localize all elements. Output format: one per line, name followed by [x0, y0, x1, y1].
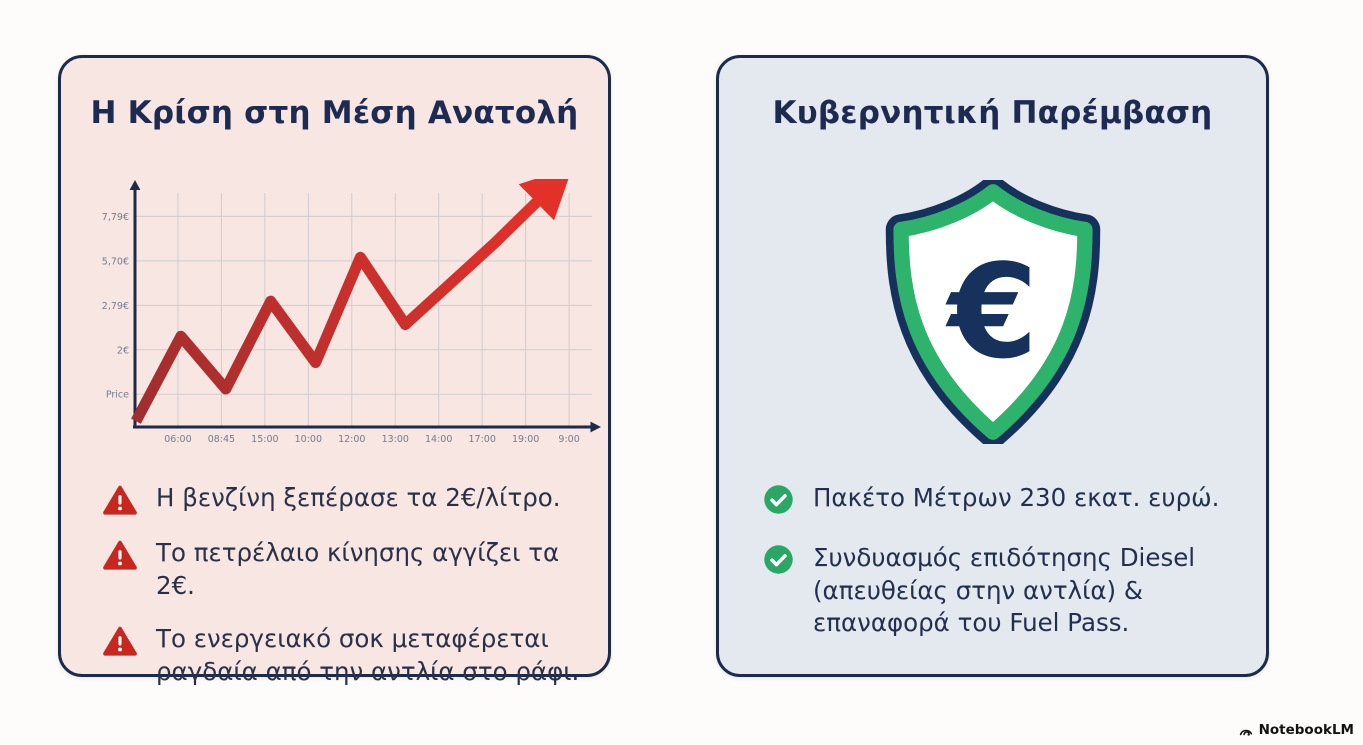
crisis-bullet-list: Η βενζίνη ξεπέρασε τα 2€/λίτρο. Το πετρέ… — [103, 482, 591, 709]
chart-tick-labels: 06:00 08:45 15:00 10:00 12:00 13:00 14:00 17:00… — [102, 212, 580, 445]
measures-bullet-list: Πακέτο Μέτρων 230 εκατ. ευρώ. Συνδυασμός… — [763, 482, 1241, 667]
chart-gridlines — [135, 193, 592, 427]
intervention-panel-title: Κυβερνητική Παρέμβαση — [772, 95, 1213, 131]
list-item: Συνδυασμός επιδότησης Diesel (απευθείας … — [763, 542, 1241, 640]
intervention-panel: Κυβερνητική Παρέμβαση € Πακέτο Μέτρων 23… — [716, 55, 1269, 677]
svg-text:2,79€: 2,79€ — [102, 301, 129, 312]
notebooklm-watermark: NotebookLM — [1238, 722, 1354, 738]
check-circle-icon — [764, 545, 793, 574]
svg-text:5,70€: 5,70€ — [102, 256, 129, 267]
list-item: Πακέτο Μέτρων 230 εκατ. ευρώ. — [763, 482, 1241, 515]
svg-text:15:00: 15:00 — [251, 434, 278, 445]
svg-text:19:00: 19:00 — [512, 434, 539, 445]
price-chart-container: 06:00 08:45 15:00 10:00 12:00 13:00 14:00 17:00… — [95, 166, 607, 453]
crisis-panel-title: Η Κρίση στη Μέση Ανατολή — [90, 95, 579, 131]
svg-text:17:00: 17:00 — [468, 434, 495, 445]
bullet-text: Το ενεργειακό σοκ μεταφέρεται ραγδαία απ… — [156, 624, 580, 686]
svg-text:10:00: 10:00 — [295, 434, 322, 445]
notebooklm-logo-icon — [1239, 729, 1252, 736]
list-item: Η βενζίνη ξεπέρασε τα 2€/λίτρο. — [103, 482, 591, 516]
price-chart: 06:00 08:45 15:00 10:00 12:00 13:00 14:00 17:00… — [102, 166, 601, 445]
euro-symbol: € — [944, 237, 1037, 388]
warning-triangle-icon — [103, 485, 137, 515]
svg-text:9:00: 9:00 — [558, 434, 579, 445]
svg-text:08:45: 08:45 — [208, 434, 235, 445]
svg-text:Price: Price — [106, 390, 129, 401]
price-trend-arrow — [131, 166, 573, 424]
svg-text:12:00: 12:00 — [338, 434, 365, 445]
crisis-panel: Η Κρίση στη Μέση Ανατολή 06:00 08:45 15:00… — [58, 55, 611, 686]
check-circle-icon — [764, 485, 793, 514]
euro-shield-icon: € — [885, 176, 1100, 448]
bullet-text: Το πετρέλαιο κίνησης αγγίζει τα 2€. — [156, 538, 560, 600]
list-item: Το πετρέλαιο κίνησης αγγίζει τα 2€. — [103, 537, 591, 602]
list-item: Το ενεργειακό σοκ μεταφέρεται ραγδαία απ… — [103, 623, 591, 688]
warning-triangle-icon — [103, 626, 137, 656]
bullet-text: Συνδυασμός επιδότησης Diesel (απευθείας … — [813, 543, 1196, 638]
euro-shield-container: € — [874, 176, 1112, 448]
svg-text:06:00: 06:00 — [164, 434, 191, 445]
svg-text:2€: 2€ — [117, 345, 129, 356]
chart-axes — [129, 180, 601, 433]
svg-text:14:00: 14:00 — [425, 434, 452, 445]
svg-text:13:00: 13:00 — [382, 434, 409, 445]
bullet-text: Πακέτο Μέτρων 230 εκατ. ευρώ. — [813, 483, 1220, 512]
warning-triangle-icon — [103, 540, 137, 570]
watermark-label: NotebookLM — [1258, 722, 1354, 738]
bullet-text: Η βενζίνη ξεπέρασε τα 2€/λίτρο. — [156, 483, 561, 512]
svg-text:7,79€: 7,79€ — [102, 212, 129, 223]
